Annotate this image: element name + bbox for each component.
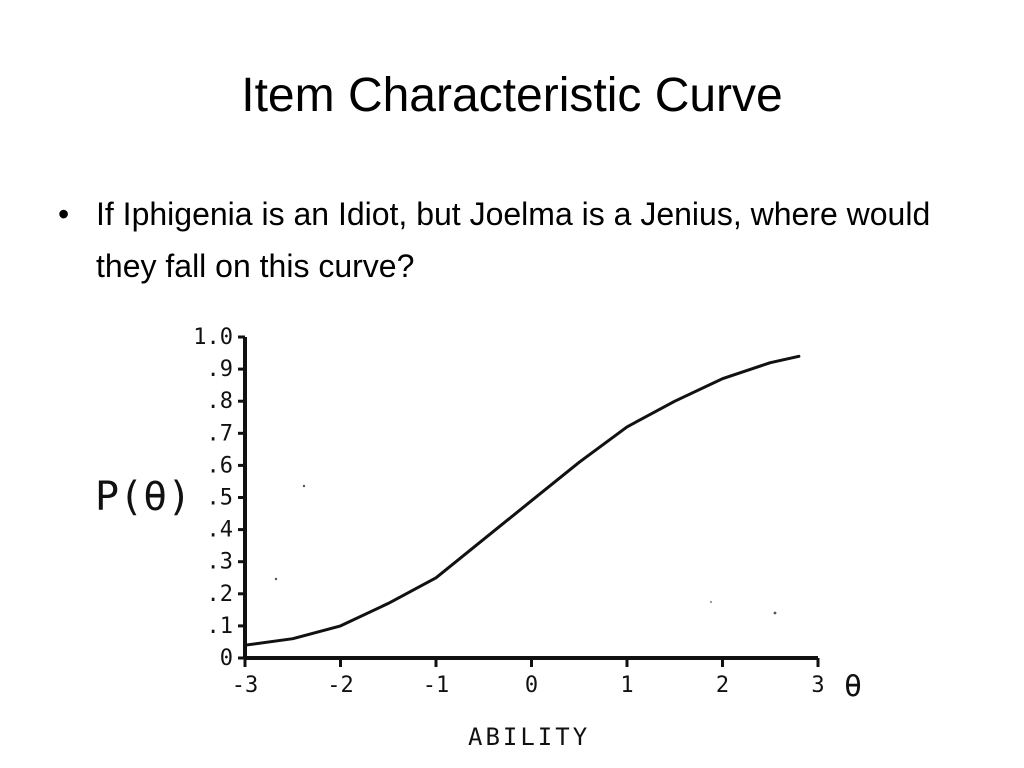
y-tick-group: 0 .1 .2 .3 .4 .5 .6 .7 .8 .9 1.0 [193, 325, 245, 671]
slide-title: Item Characteristic Curve [241, 69, 783, 122]
y-tick-label: .8 [207, 389, 234, 414]
x-tick-label: -3 [232, 673, 259, 698]
y-tick-label: 1.0 [193, 325, 233, 350]
x-tick-group: -3 -2 -1 0 1 2 3 [232, 658, 825, 698]
x-tick-label: 1 [620, 673, 633, 698]
chart-axes [243, 337, 818, 660]
y-tick-label: .4 [207, 518, 234, 543]
bullet-list-item: • If Iphigenia is an Idiot, but Joelma i… [58, 188, 958, 292]
y-tick-label: .7 [207, 421, 234, 446]
bullet-text: If Iphigenia is an Idiot, but Joelma is … [96, 196, 931, 284]
y-tick-label: 0 [220, 646, 233, 671]
y-tick-label: .3 [207, 550, 234, 575]
x-axis-symbol: θ [844, 669, 862, 704]
x-tick-label: -2 [327, 673, 354, 698]
x-tick-label: -1 [423, 673, 450, 698]
y-tick-label: .5 [207, 486, 234, 511]
x-tick-label: 3 [811, 673, 824, 698]
y-tick-label: .9 [207, 357, 234, 382]
x-tick-label: 2 [716, 673, 729, 698]
x-axis-label: ABILITY [468, 723, 590, 751]
bullet-marker: • [58, 196, 70, 232]
x-tick-label: 0 [525, 673, 538, 698]
item-characteristic-curve [243, 354, 801, 647]
y-tick-label: .2 [207, 582, 234, 607]
scan-speckles [274, 484, 777, 615]
y-axis-label: P(θ) [95, 474, 191, 520]
y-tick-label: .1 [207, 614, 234, 639]
y-tick-label: .6 [207, 453, 234, 478]
